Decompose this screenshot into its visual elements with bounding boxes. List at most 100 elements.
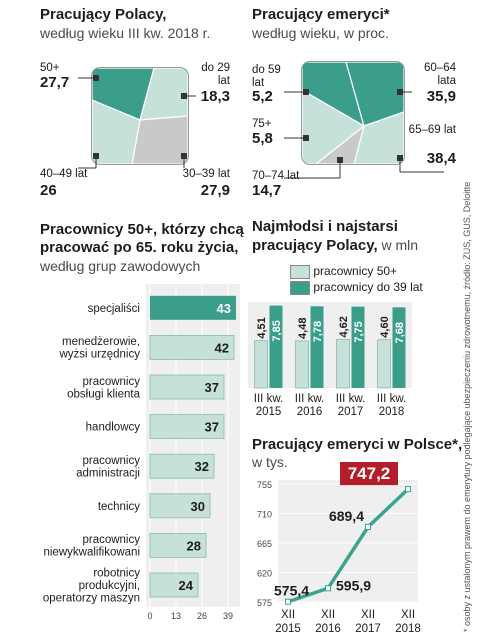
p1-value-50plus: 27,7 — [40, 74, 70, 91]
panel1-title: Pracujący Polacy, — [40, 6, 167, 23]
p3-bar-value: 37 — [205, 420, 219, 435]
legend-50plus-label: pracownicy 50+ — [313, 264, 398, 279]
p3-category-label: operatorzy maszyn — [43, 593, 140, 605]
p5-point-label: 689,4 — [329, 508, 364, 524]
p1-label-30-39: 30–39 lat — [182, 168, 230, 180]
p2-slice-75plus — [302, 88, 366, 164]
p5-x-label: 2017 — [355, 623, 381, 635]
p1-label-40-49: 40–49 lat — [40, 168, 88, 180]
p3-xtick-label: 39 — [223, 611, 233, 621]
p1-slices — [92, 68, 188, 164]
p3-xtick-label: 0 — [147, 611, 152, 621]
p5-point — [285, 598, 291, 605]
panel3-subtitle: według grup zawodowych — [40, 258, 201, 274]
p4-bar-value: 7,68 — [394, 322, 406, 343]
panel5-title: Pracujący emeryci w Polsce*, — [252, 436, 463, 453]
p2-value-75plus: 5,8 — [252, 130, 273, 147]
p3-bar-value: 37 — [205, 380, 219, 395]
p4-bar-value: 7,85 — [271, 320, 283, 341]
p2-value-60-64: 35,9 — [426, 88, 456, 105]
panel3-chart: 01326395243specjaliści42menedżerowie,wyż… — [43, 284, 240, 621]
panel2-chart — [284, 61, 444, 179]
p5-x-label: XII — [361, 609, 375, 621]
p4-bar-value: 7,75 — [353, 321, 365, 342]
p3-category-label: pracownicy — [82, 455, 140, 467]
p5-ytick-label: 620 — [257, 569, 272, 579]
side-note: * osoby z ustalonym prawem do emerytury … — [462, 181, 472, 632]
p4-bar-value: 4,62 — [338, 316, 350, 337]
p4-category-label: 2017 — [338, 406, 364, 418]
p4-bar — [336, 339, 350, 389]
p3-xtick-label: 13 — [171, 611, 181, 621]
p2-label-do59: do 59 lat — [252, 64, 281, 89]
p3-category-label: pracownicy — [82, 376, 140, 388]
p5-x-label: 2016 — [315, 623, 341, 635]
panel4-unit: w mln — [377, 237, 419, 253]
p3-bar-value: 30 — [191, 499, 205, 514]
p4-category-label: III kw. — [254, 393, 283, 405]
p5-x-label: XII — [281, 609, 295, 621]
p4-category-label: 2018 — [379, 406, 405, 418]
p5-ytick-label: 575 — [257, 598, 272, 608]
p5-ytick-label: 755 — [257, 480, 272, 490]
p5-point — [325, 585, 331, 592]
p2-value-70-74: 14,7 — [252, 182, 282, 199]
p1-label-do29: do 29 lat — [201, 62, 230, 87]
panel4-title-line1: Najmłodsi i najstarsi — [252, 218, 398, 235]
p3-bar — [149, 374, 225, 400]
p4-bar — [377, 339, 391, 389]
p3-xtick-label: 26 — [197, 611, 207, 621]
p3-plot-bg — [146, 284, 240, 607]
p4-bar — [254, 340, 268, 389]
p1-slice-40-49 — [92, 99, 141, 164]
panel2-subtitle: według wieku, w proc. — [252, 25, 389, 41]
p1-value-do29: 18,3 — [200, 88, 230, 105]
p3-category-label: menedżerowie, — [62, 336, 140, 348]
p5-point — [365, 524, 371, 531]
p1-marker — [93, 75, 99, 81]
p5-point-label: 575,4 — [274, 583, 309, 599]
p2-label-65-69: 65–69 lat — [408, 124, 456, 136]
p5-x-label: 2018 — [395, 623, 421, 635]
p4-bar — [392, 307, 406, 388]
p3-category-label: administracji — [76, 467, 140, 479]
p3-category-label: wyżsi urzędnicy — [58, 349, 140, 361]
p4-bar — [295, 340, 309, 389]
p3-bar-value: 43 — [217, 301, 231, 316]
p4-bar-value: 4,51 — [256, 317, 268, 338]
p4-bar — [269, 305, 283, 388]
p3-bar-value: 32 — [195, 459, 209, 474]
p5-point-label: 595,9 — [336, 577, 371, 593]
p4-bar — [351, 306, 365, 388]
p3-bar-value: 42 — [215, 340, 229, 355]
p2-slice-60-64 — [345, 62, 404, 127]
p5-x-label: XII — [401, 609, 415, 621]
legend-do39-swatch — [290, 281, 310, 295]
p1-value-30-39: 27,9 — [200, 182, 230, 199]
legend-do39-label: pracownicy do 39 lat — [313, 280, 423, 295]
panel1-chart — [78, 67, 196, 169]
p1-slice-do29 — [139, 68, 188, 121]
p3-category-label: produkcyjni, — [79, 580, 140, 592]
p4-bar-value: 4,60 — [379, 316, 391, 337]
p3-bar-value: 28 — [187, 538, 201, 553]
p5-x-label: XII — [321, 609, 335, 621]
panel4-title-line2: pracujący Polacy, — [252, 237, 378, 254]
p3-bar — [149, 532, 207, 558]
p2-value-65-69: 38,4 — [426, 150, 456, 167]
p1-label-50plus: 50+ — [40, 62, 60, 74]
p5-point — [405, 486, 411, 493]
panel3-title-line2: pracować po 65. roku życia, — [40, 239, 239, 256]
p3-category-label: specjaliści — [88, 303, 140, 315]
p3-category-label: technicy — [98, 501, 140, 513]
p3-category-label: robotnicy — [93, 568, 140, 580]
p4-category-label: III kw. — [295, 393, 324, 405]
p5-ytick-label: 665 — [257, 539, 272, 549]
panel2-title: Pracujący emeryci* — [252, 6, 390, 23]
p2-label-60-64: 60–64 lata — [424, 62, 456, 87]
legend-50plus: pracownicy 50+ — [290, 265, 397, 279]
p3-bar — [150, 295, 236, 320]
p3-category-label: pracownicy — [82, 534, 140, 546]
p2-slices — [302, 62, 404, 164]
